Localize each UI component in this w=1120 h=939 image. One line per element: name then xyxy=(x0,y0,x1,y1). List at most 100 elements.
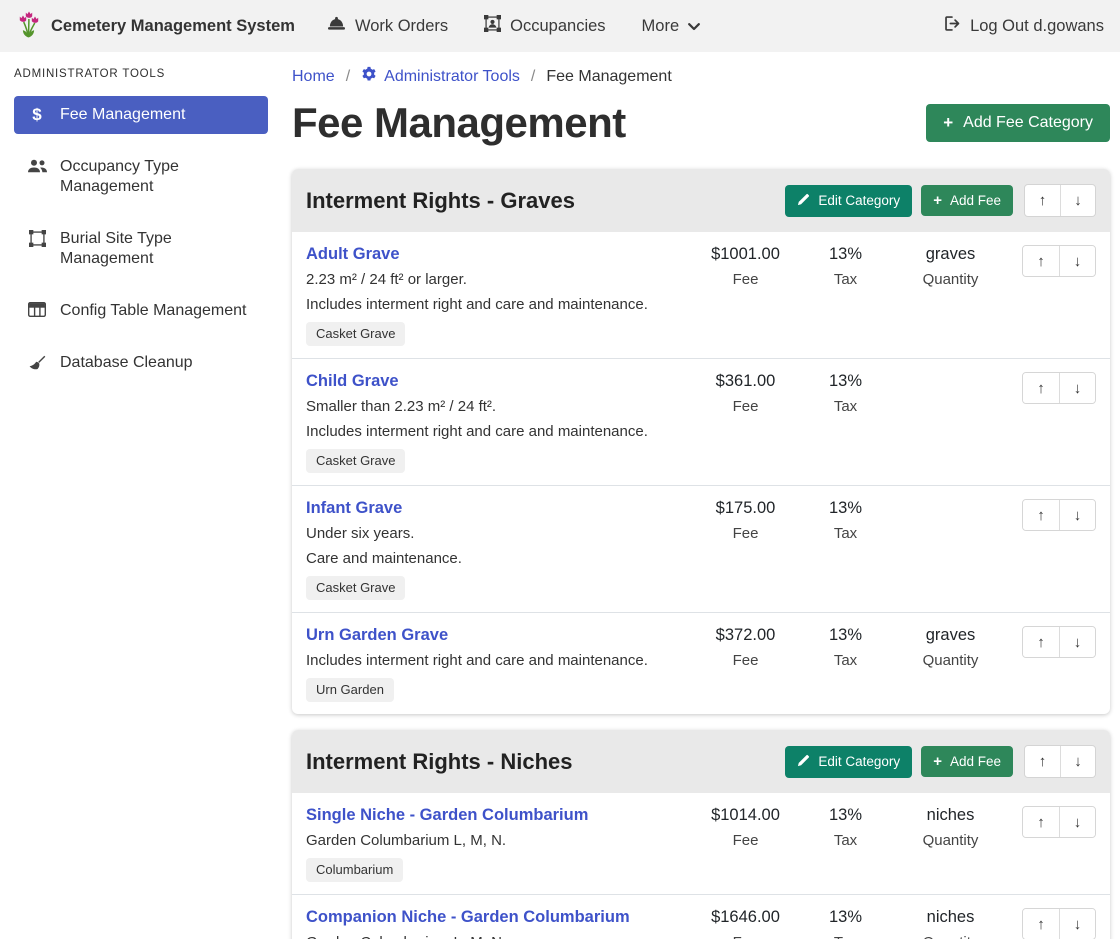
fee-type-badge: Casket Grave xyxy=(306,322,405,346)
breadcrumb-admin-tools-label: Administrator Tools xyxy=(384,68,520,86)
quantity-column: niches Quantity xyxy=(893,804,1008,882)
fee-name-link[interactable]: Infant Grave xyxy=(306,497,687,520)
edit-category-button[interactable]: Edit Category xyxy=(785,746,912,778)
tax-label: Tax xyxy=(798,268,893,291)
add-fee-category-label: Add Fee Category xyxy=(963,114,1093,132)
breadcrumb-admin-tools-link[interactable]: Administrator Tools xyxy=(361,66,520,87)
main-content: Home / Administrator Tools / Fee Managem… xyxy=(280,52,1120,939)
pencil-icon xyxy=(797,193,810,209)
category-title: Interment Rights - Niches xyxy=(306,749,785,775)
tax-label: Tax xyxy=(798,829,893,852)
sidebar-item-database-cleanup[interactable]: Database Cleanup xyxy=(14,344,268,382)
quantity-label: Quantity xyxy=(893,931,1008,939)
fee-category-card: Interment Rights - Niches Edit Category … xyxy=(292,730,1110,939)
tax-column: 13% Tax xyxy=(798,370,893,473)
add-fee-button[interactable]: + Add Fee xyxy=(921,746,1013,777)
quantity-column: niches Quantity xyxy=(893,906,1008,939)
breadcrumb-home-link[interactable]: Home xyxy=(292,68,335,86)
gear-icon xyxy=(361,66,377,87)
pencil-icon xyxy=(797,754,810,770)
move-fee-down-button[interactable]: ↓ xyxy=(1059,627,1095,657)
fee-description: Under six years. xyxy=(306,522,687,545)
fee-type-badge: Casket Grave xyxy=(306,449,405,473)
sidebar-item-config-table[interactable]: Config Table Management xyxy=(14,292,268,330)
breadcrumb: Home / Administrator Tools / Fee Managem… xyxy=(292,66,1110,87)
fee-category-card: Interment Rights - Graves Edit Category … xyxy=(292,169,1110,714)
quantity-column xyxy=(893,497,1008,600)
add-fee-label: Add Fee xyxy=(950,193,1001,208)
nav-more[interactable]: More xyxy=(642,17,701,36)
quantity-column: graves Quantity xyxy=(893,624,1008,702)
move-category-down-button[interactable]: ↓ xyxy=(1060,746,1095,777)
tulip-logo-icon xyxy=(16,9,42,44)
fee-name-link[interactable]: Urn Garden Grave xyxy=(306,624,687,647)
page-title: Fee Management xyxy=(292,99,626,147)
sidebar-item-fee-management[interactable]: $ Fee Management xyxy=(14,96,268,134)
move-fee-up-button[interactable]: ↑ xyxy=(1023,627,1059,657)
move-fee-down-button[interactable]: ↓ xyxy=(1059,807,1095,837)
nav-occupancies[interactable]: Occupancies xyxy=(484,15,605,37)
fee-type-badge: Urn Garden xyxy=(306,678,394,702)
quantity-value: niches xyxy=(893,906,1008,929)
move-category-up-button[interactable]: ↑ xyxy=(1025,746,1060,777)
quantity-column xyxy=(893,370,1008,473)
move-fee-up-button[interactable]: ↑ xyxy=(1023,807,1059,837)
fee-amount-column: $372.00 Fee xyxy=(693,624,798,702)
move-fee-down-button[interactable]: ↓ xyxy=(1059,909,1095,939)
site-frame-icon xyxy=(26,230,48,247)
quantity-label: Quantity xyxy=(893,829,1008,852)
sidebar-item-occupancy-type[interactable]: Occupancy Type Management xyxy=(14,148,268,206)
nav-work-orders[interactable]: Work Orders xyxy=(327,15,448,37)
edit-category-label: Edit Category xyxy=(818,754,900,769)
fee-amount-label: Fee xyxy=(693,829,798,852)
tax-column: 13% Tax xyxy=(798,243,893,346)
add-fee-category-button[interactable]: + Add Fee Category xyxy=(926,104,1110,142)
sidebar-item-label: Database Cleanup xyxy=(60,353,193,373)
move-fee-up-button[interactable]: ↑ xyxy=(1023,373,1059,403)
add-fee-label: Add Fee xyxy=(950,754,1001,769)
tax-label: Tax xyxy=(798,522,893,545)
sidebar-item-label: Config Table Management xyxy=(60,301,247,321)
move-fee-up-button[interactable]: ↑ xyxy=(1023,909,1059,939)
fee-name-link[interactable]: Adult Grave xyxy=(306,243,687,266)
tax-value: 13% xyxy=(798,243,893,266)
move-category-up-button[interactable]: ↑ xyxy=(1025,185,1060,216)
logout-button[interactable]: Log Out d.gowans xyxy=(943,15,1104,37)
move-fee-up-button[interactable]: ↑ xyxy=(1023,500,1059,530)
move-category-down-button[interactable]: ↓ xyxy=(1060,185,1095,216)
tax-column: 13% Tax xyxy=(798,906,893,939)
fee-amount: $372.00 xyxy=(693,624,798,647)
move-fee-up-button[interactable]: ↑ xyxy=(1023,246,1059,276)
edit-category-button[interactable]: Edit Category xyxy=(785,185,912,217)
fee-name-link[interactable]: Single Niche - Garden Columbarium xyxy=(306,804,687,827)
chevron-down-icon xyxy=(688,17,700,36)
move-fee-down-button[interactable]: ↓ xyxy=(1059,500,1095,530)
sidebar-item-burial-site-type[interactable]: Burial Site Type Management xyxy=(14,220,268,278)
tax-label: Tax xyxy=(798,931,893,939)
fee-amount-column: $175.00 Fee xyxy=(693,497,798,600)
tax-value: 13% xyxy=(798,624,893,647)
sidebar-item-label: Fee Management xyxy=(60,105,185,125)
app-brand[interactable]: Cemetery Management System xyxy=(16,9,295,44)
breadcrumb-separator: / xyxy=(531,68,535,86)
category-header: Interment Rights - Graves Edit Category … xyxy=(292,169,1110,232)
move-fee-down-button[interactable]: ↓ xyxy=(1059,373,1095,403)
hard-hat-icon xyxy=(327,15,346,37)
top-navbar: Cemetery Management System Work Orders O… xyxy=(0,0,1120,52)
fee-amount-label: Fee xyxy=(693,522,798,545)
category-header: Interment Rights - Niches Edit Category … xyxy=(292,730,1110,793)
quantity-column: graves Quantity xyxy=(893,243,1008,346)
add-fee-button[interactable]: + Add Fee xyxy=(921,185,1013,216)
fee-row: Single Niche - Garden Columbarium Garden… xyxy=(292,793,1110,894)
quantity-value: graves xyxy=(893,624,1008,647)
sidebar-item-label: Occupancy Type Management xyxy=(60,157,260,197)
fee-name-link[interactable]: Companion Niche - Garden Columbarium xyxy=(306,906,687,929)
quantity-value: niches xyxy=(893,804,1008,827)
move-fee-down-button[interactable]: ↓ xyxy=(1059,246,1095,276)
fee-name-link[interactable]: Child Grave xyxy=(306,370,687,393)
tax-value: 13% xyxy=(798,370,893,393)
logout-label: Log Out d.gowans xyxy=(970,17,1104,36)
edit-category-label: Edit Category xyxy=(818,193,900,208)
tax-column: 13% Tax xyxy=(798,497,893,600)
fee-amount: $1001.00 xyxy=(693,243,798,266)
